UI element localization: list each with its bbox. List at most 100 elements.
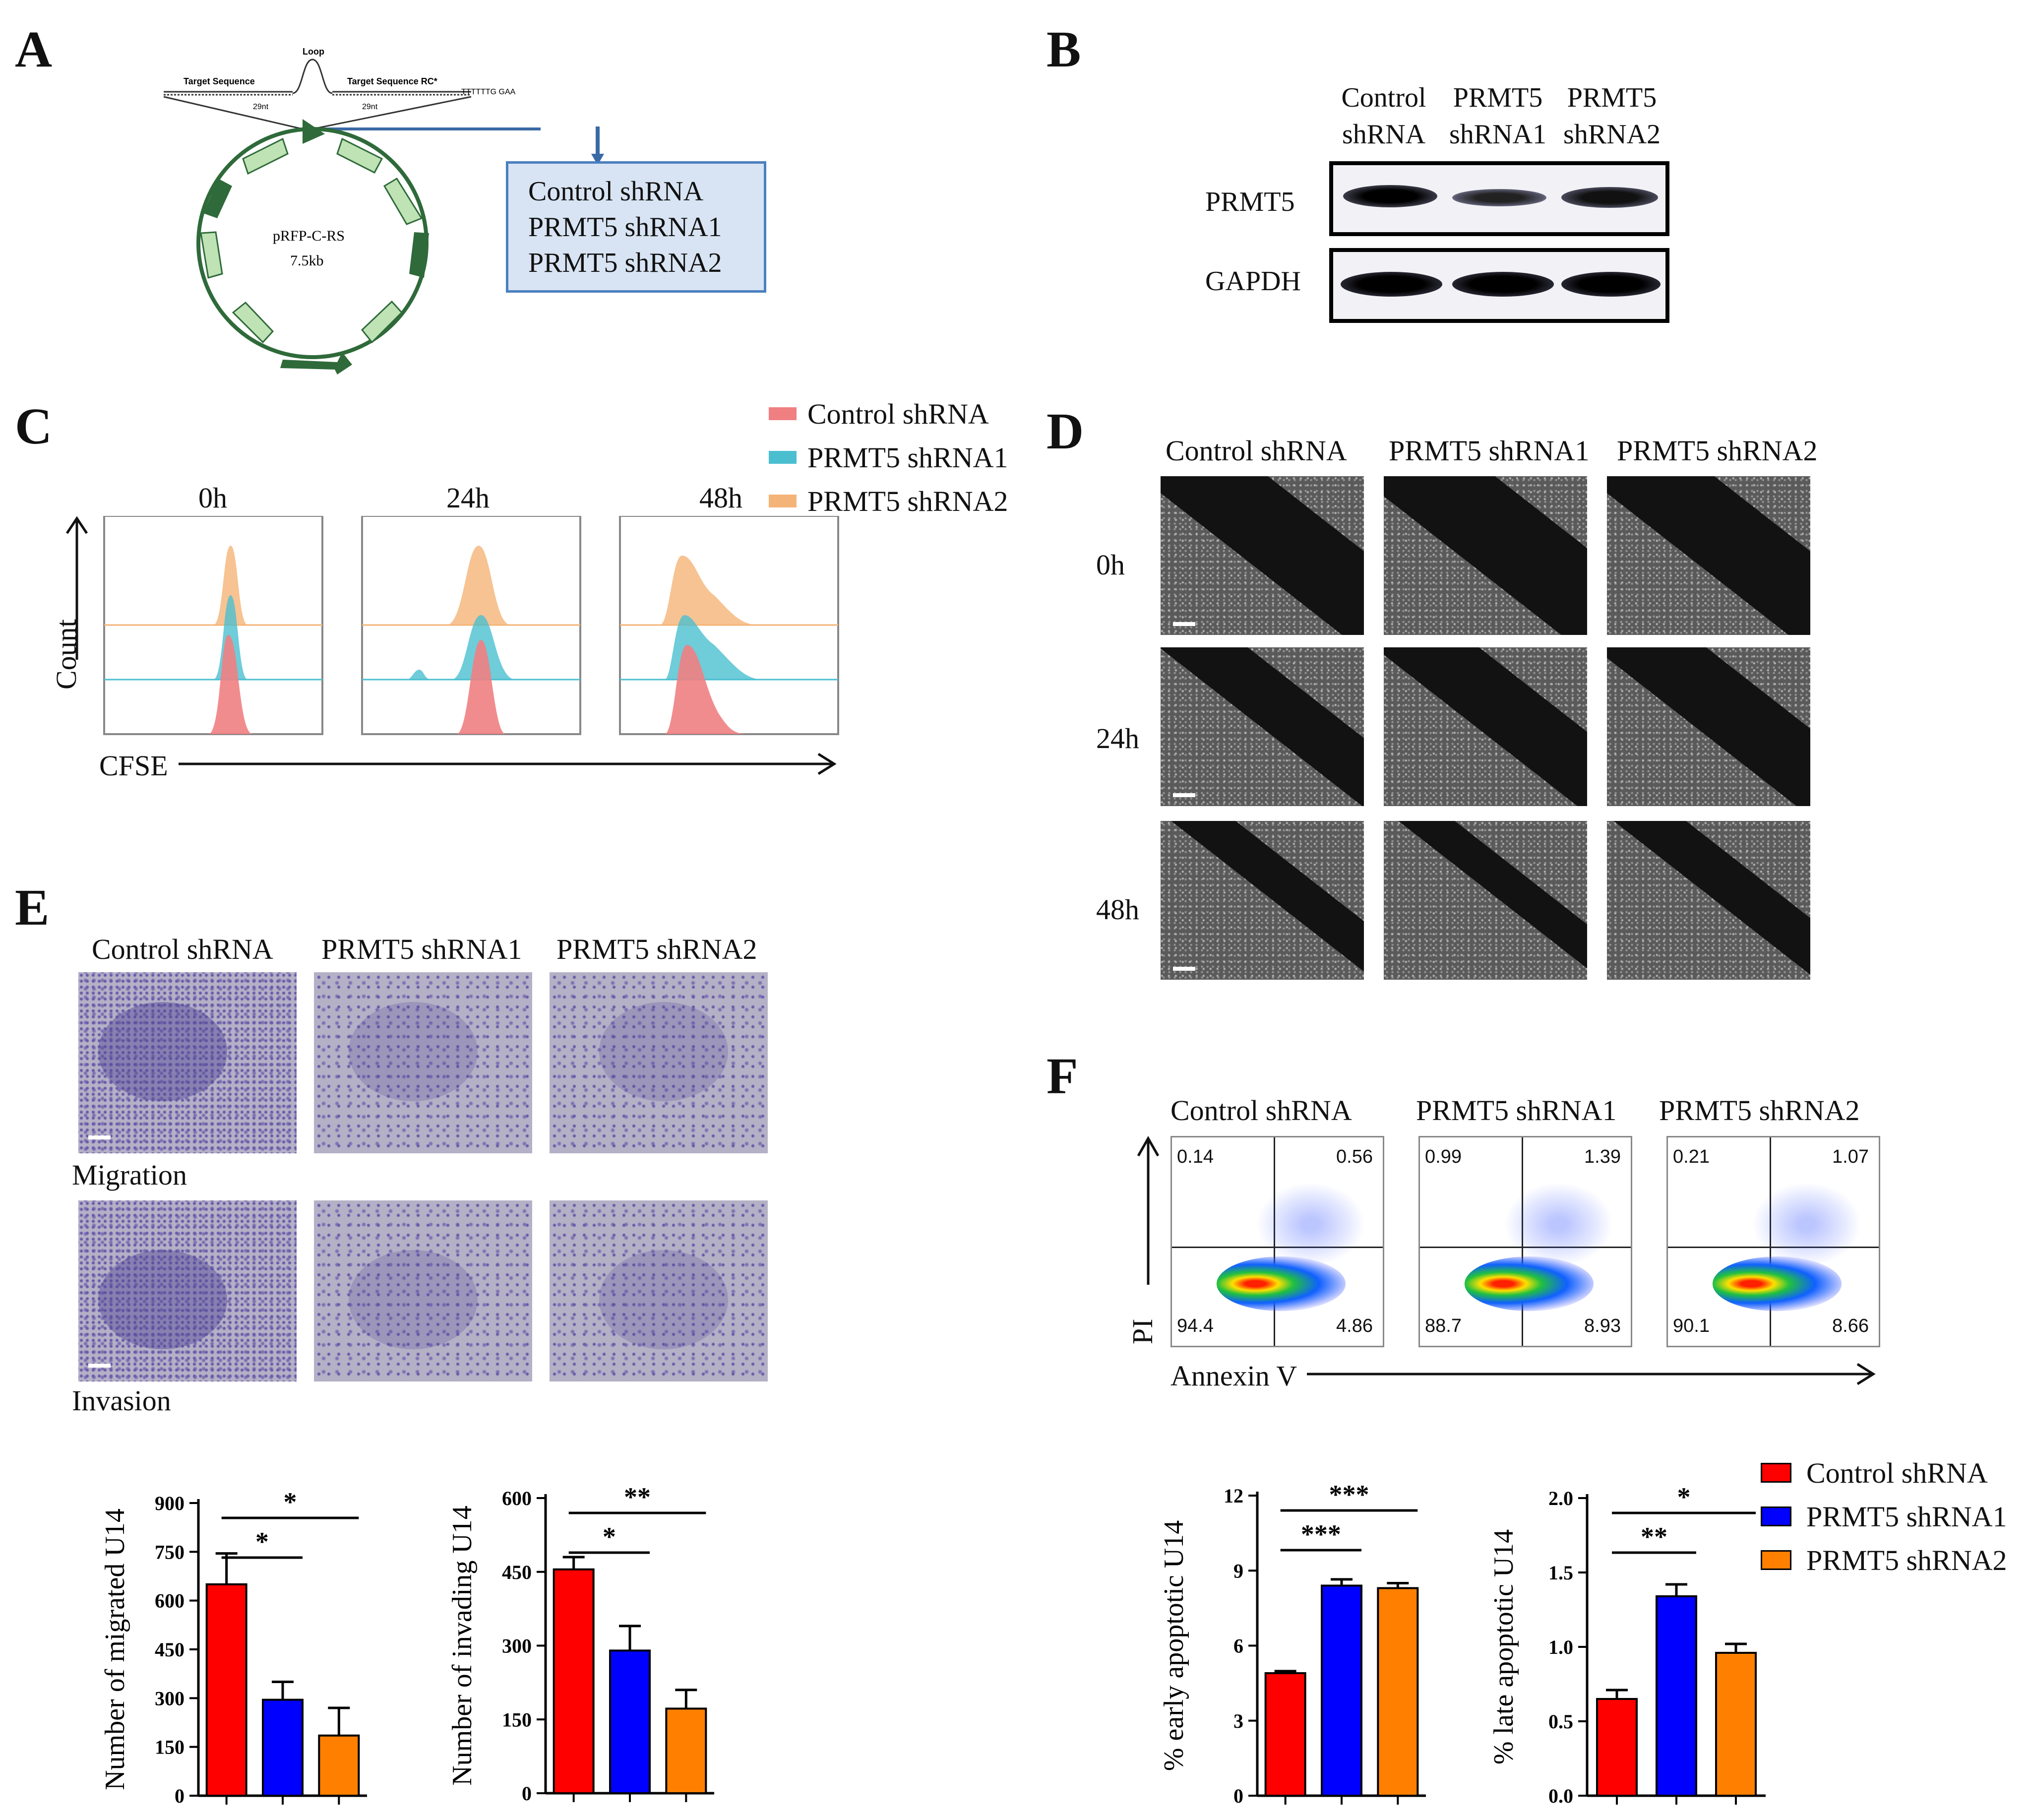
quadrant-value: 0.99 — [1425, 1146, 1462, 1167]
y-tick-label: 6 — [1233, 1635, 1243, 1657]
wound-row-label: 24h — [1096, 722, 1139, 754]
cfse-ylabel: Count — [50, 619, 82, 690]
timepoint-label: 24h — [446, 482, 490, 514]
band — [1561, 272, 1661, 297]
feature-5ltr — [203, 179, 232, 218]
quadrant-line — [1274, 1137, 1275, 1346]
legend-swatch — [1761, 1463, 1791, 1483]
wound-image — [1161, 647, 1364, 806]
blot-header-shrna2: PRMT5 shRNA2 — [1557, 79, 1666, 153]
bar-legend: Control shRNA PRMT5 shRNA1 PRMT5 shRNA2 — [1761, 1451, 2007, 1582]
bar — [318, 1734, 360, 1797]
wound-gap — [1384, 476, 1587, 635]
wound-image — [1384, 476, 1587, 635]
scale-bar — [88, 1364, 111, 1368]
y-tick-label: 450 — [155, 1638, 185, 1661]
y-tick-label: 2.0 — [1548, 1487, 1573, 1509]
panel-label-d: D — [1046, 403, 1084, 460]
quadrant-value: 0.21 — [1673, 1146, 1710, 1167]
dot-cloud — [1713, 1256, 1842, 1311]
significance-label: *** — [1301, 1519, 1341, 1549]
timepoint-label: 48h — [699, 482, 742, 514]
quadrant-value: 4.86 — [1336, 1316, 1373, 1336]
quadrant-line — [1522, 1137, 1523, 1346]
header-line: shRNA1 — [1449, 119, 1547, 150]
feature-sv40 — [336, 137, 383, 174]
flow-legend: Control shRNA PRMT5 shRNA1 PRMT5 shRNA2 — [769, 392, 1008, 523]
feature-cmv — [232, 301, 274, 344]
scale-bar — [88, 1135, 111, 1139]
panel-label-a: A — [15, 21, 53, 78]
y-tick-label: 150 — [502, 1708, 532, 1731]
legend-swatch — [769, 451, 797, 464]
feature-puro — [383, 177, 423, 225]
bar — [1656, 1595, 1697, 1797]
wound-gap — [1161, 647, 1364, 806]
wound-image — [1607, 821, 1810, 980]
blot-row-label-prmt5: PRMT5 — [1205, 187, 1295, 217]
y-tick-label: 450 — [502, 1561, 532, 1583]
quadrant-line — [1770, 1137, 1771, 1346]
facs-plot: 0.21 1.07 90.1 8.66 — [1666, 1136, 1880, 1347]
histogram-24h — [361, 516, 581, 735]
significance-label: * — [603, 1522, 616, 1552]
y-tick-label: 12 — [1224, 1485, 1243, 1507]
y-axis-title: Number of invading U14 — [447, 1506, 478, 1786]
y-tick-label: 750 — [155, 1541, 185, 1563]
band — [1452, 272, 1554, 297]
nt-left-label: 29nt — [253, 103, 269, 111]
transwell-row-label-migration: Migration — [72, 1159, 187, 1191]
band — [1343, 185, 1437, 207]
y-axis-title: Number of migrated U14 — [100, 1508, 130, 1790]
plasmid-name: pRFP-C-RS — [273, 228, 345, 244]
terminator-label: TTTTTTG GAA — [461, 88, 516, 96]
bar — [262, 1698, 304, 1797]
wound-gap — [1607, 647, 1810, 806]
transwell-column-label: Control shRNA — [92, 933, 273, 965]
dot-cloud — [1465, 1256, 1594, 1311]
y-tick-label: 900 — [155, 1492, 185, 1514]
wound-column-label: PRMT5 shRNA1 — [1389, 435, 1590, 467]
shrna-list-item: PRMT5 shRNA2 — [528, 248, 722, 278]
y-axis-title: % early apoptotic U14 — [1159, 1520, 1189, 1771]
feature-camr — [200, 231, 223, 279]
loop-label: Loop — [303, 47, 324, 57]
quadrant-value: 94.4 — [1177, 1316, 1214, 1336]
header-line: PRMT5 — [1453, 82, 1543, 113]
header-line: Control — [1341, 82, 1426, 113]
quadrant-value: 8.93 — [1584, 1316, 1621, 1336]
wound-column-label: PRMT5 shRNA2 — [1617, 435, 1818, 467]
wound-image — [1384, 821, 1587, 980]
nt-right-label: 29nt — [362, 103, 378, 111]
plasmid-size: 7.5kb — [290, 252, 324, 269]
feature-trfp — [280, 352, 352, 375]
bar — [205, 1583, 247, 1797]
band — [1341, 272, 1442, 297]
header-line: shRNA2 — [1563, 119, 1661, 150]
facs-column-label: Control shRNA — [1170, 1094, 1352, 1127]
transwell-column-label: PRMT5 shRNA1 — [321, 933, 522, 965]
y-tick-label: 600 — [155, 1590, 185, 1612]
bar — [1321, 1584, 1362, 1797]
blot-header-shrna1: PRMT5 shRNA1 — [1443, 79, 1552, 153]
legend-label: PRMT5 shRNA2 — [807, 485, 1008, 517]
panel-label-c: C — [15, 398, 53, 455]
bar — [1264, 1672, 1306, 1797]
significance-label: * — [284, 1487, 297, 1517]
histogram-0h — [103, 516, 323, 735]
feature-u6 — [242, 137, 289, 175]
facs-plot: 0.99 1.39 88.7 8.93 — [1418, 1136, 1632, 1347]
feature-pbs — [361, 300, 403, 344]
shrna-list-item: Control shRNA — [528, 176, 704, 207]
blot-row-label-gapdh: GAPDH — [1205, 266, 1301, 297]
band — [1561, 187, 1658, 208]
significance-label: *** — [1329, 1480, 1369, 1509]
header-line: shRNA — [1342, 119, 1426, 150]
transwell-image — [550, 972, 768, 1153]
legend-label: PRMT5 shRNA1 — [1806, 1500, 2007, 1533]
cell-patch — [599, 1250, 728, 1349]
legend-label: PRMT5 shRNA1 — [807, 441, 1008, 474]
facs-ylabel: PI — [1126, 1318, 1159, 1344]
quadrant-value: 0.56 — [1336, 1146, 1373, 1167]
facs-column-label: PRMT5 shRNA1 — [1416, 1094, 1617, 1127]
